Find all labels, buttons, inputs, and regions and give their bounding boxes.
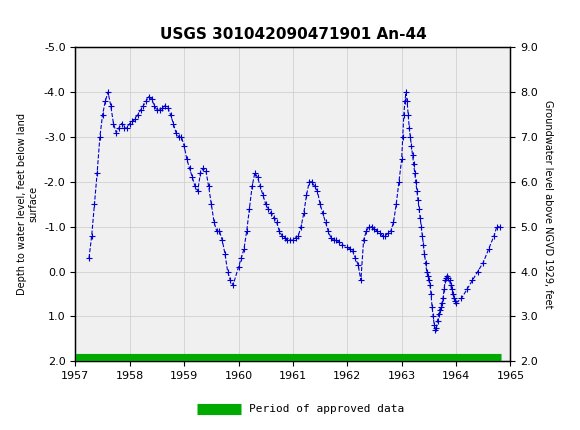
Title: USGS 301042090471901 An-44: USGS 301042090471901 An-44	[160, 27, 426, 42]
Y-axis label: Groundwater level above NGVD 1929, feet: Groundwater level above NGVD 1929, feet	[543, 100, 553, 308]
Y-axis label: Depth to water level, feet below land
surface: Depth to water level, feet below land su…	[17, 113, 38, 295]
Text: Period of approved data: Period of approved data	[249, 403, 405, 414]
Text: ≡USGS: ≡USGS	[23, 10, 82, 29]
